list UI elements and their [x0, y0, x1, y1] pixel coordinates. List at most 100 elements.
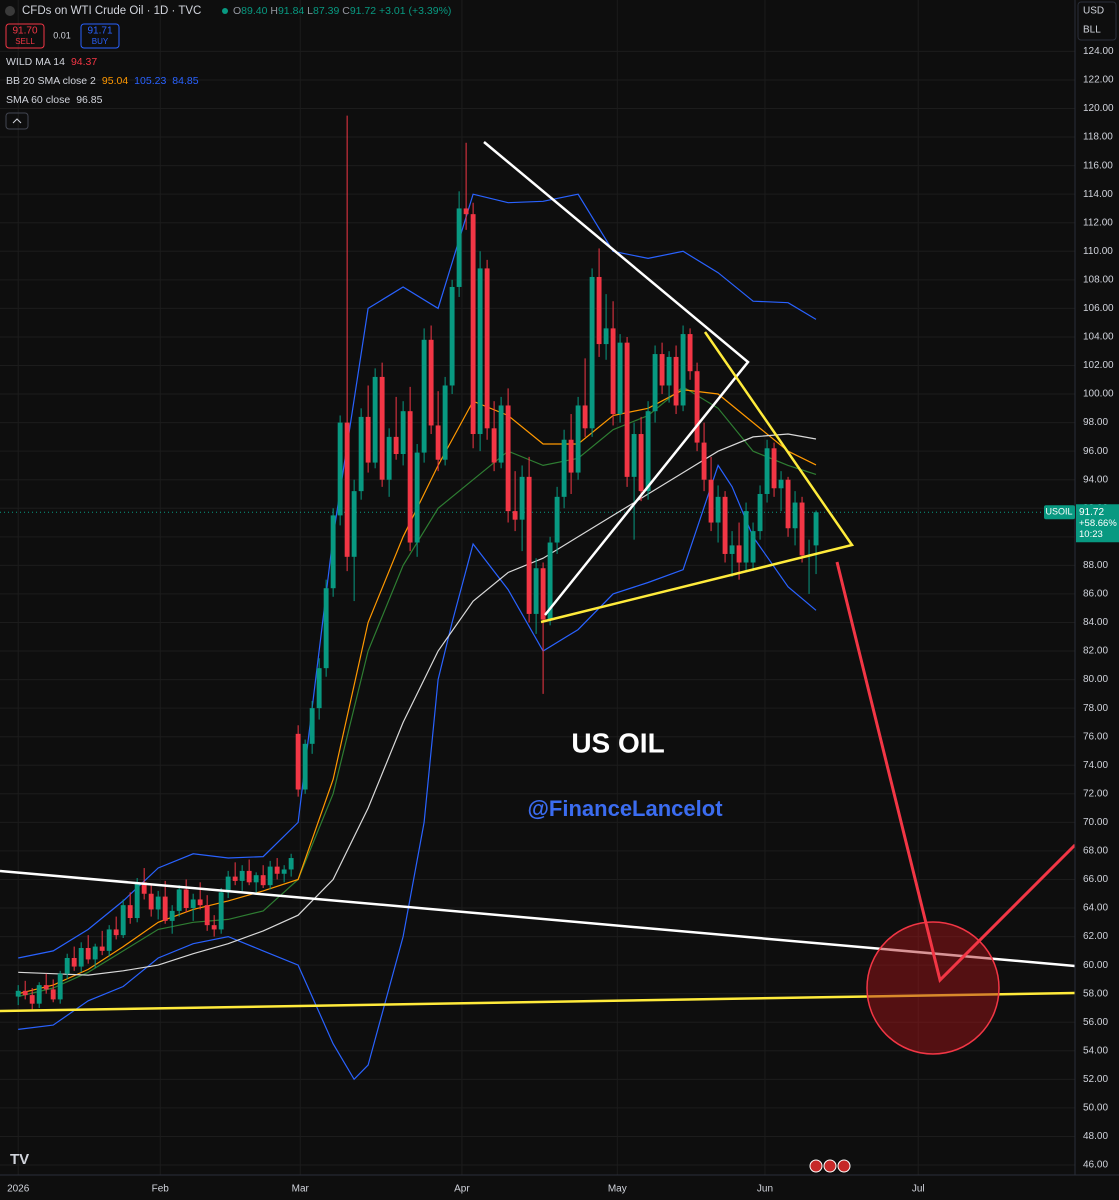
unit: BLL: [1083, 25, 1101, 36]
candle-body: [211, 925, 217, 930]
ohlc-value: 87.39: [313, 5, 339, 17]
y-tick-label: 76.00: [1083, 731, 1108, 742]
candle-body: [701, 442, 707, 480]
candle-body: [715, 496, 721, 523]
candle-body: [477, 268, 483, 435]
candle-body: [29, 995, 35, 1004]
y-tick-label: 86.00: [1083, 589, 1108, 600]
candle-body: [330, 515, 336, 589]
event-icons: [809, 1159, 851, 1173]
candle-body: [190, 899, 196, 909]
candle-body: [218, 892, 224, 930]
candle-body: [722, 496, 728, 554]
y-tick-label: 116.00: [1083, 160, 1113, 171]
indicator-line: [18, 193, 817, 959]
candle-body: [554, 496, 560, 543]
candle-body: [351, 491, 357, 557]
currency-box[interactable]: [1077, 1, 1117, 41]
event-icon[interactable]: [837, 1159, 851, 1173]
candle-body: [71, 957, 77, 967]
event-icon[interactable]: [809, 1159, 823, 1173]
candle-body: [631, 434, 637, 477]
candle-body: [680, 334, 686, 406]
candle-body: [652, 354, 658, 412]
y-tick-label: 84.00: [1083, 617, 1108, 628]
ohlc-readout: O89.40 H91.84 L87.39 C91.72 +3.01 (+3.39…: [233, 5, 451, 17]
candle-body: [778, 479, 784, 489]
indicator-line: [18, 433, 817, 976]
market-status: [222, 8, 228, 14]
legend-name: SMA 60 close: [6, 94, 70, 106]
candle-body: [694, 371, 700, 443]
candle-body: [323, 588, 329, 669]
x-tick-label: Feb: [152, 1184, 170, 1195]
y-tick-label: 124.00: [1083, 46, 1114, 57]
candle-body: [799, 502, 805, 556]
ohlc-key: H: [270, 5, 278, 17]
candle-body: [743, 511, 749, 563]
candle-body: [603, 328, 609, 345]
candle-body: [498, 405, 504, 463]
ohlc-key: L: [307, 5, 313, 17]
sell-price: 91.70: [12, 26, 37, 37]
y-tick-label: 94.00: [1083, 474, 1108, 485]
projection-arrow: [835, 561, 1077, 983]
candle-body: [225, 876, 231, 893]
y-tick-label: 48.00: [1083, 1131, 1108, 1142]
x-tick-label: 2026: [7, 1184, 30, 1195]
candle-body: [36, 985, 42, 1004]
bar-countdown: 10:23: [1079, 529, 1103, 540]
y-tick-label: 78.00: [1083, 703, 1108, 714]
y-tick-label: 68.00: [1083, 846, 1108, 857]
candle-body: [148, 893, 154, 910]
y-tick-label: 62.00: [1083, 931, 1108, 942]
buy-button[interactable]: [80, 23, 120, 49]
collapse-icon: [12, 118, 22, 124]
candle-body: [316, 668, 322, 709]
price-change: +58.66%: [1079, 518, 1117, 529]
candle-body: [736, 545, 742, 563]
symbol-logo: [5, 6, 15, 16]
candle-body: [260, 875, 266, 886]
candle-body: [372, 376, 378, 463]
candle-body: [638, 434, 644, 492]
y-tick-label: 110.00: [1083, 246, 1113, 257]
drawings: [0, 141, 1077, 1055]
candle-body: [197, 899, 203, 906]
y-tick-label: 72.00: [1083, 788, 1108, 799]
candle-body: [435, 425, 441, 460]
candle-body: [400, 411, 406, 455]
legend-value: 105.23: [134, 75, 166, 87]
triangle-line: [540, 331, 855, 624]
legend-value: 96.85: [76, 94, 102, 106]
candle-body: [365, 416, 371, 463]
y-tick-label: 58.00: [1083, 988, 1108, 999]
buy-price: 91.71: [87, 26, 112, 37]
indicator-line: [18, 464, 817, 1081]
grid: [0, 0, 1075, 1175]
candle-body: [169, 910, 175, 921]
legend-name: BB 20 SMA close 2: [6, 75, 96, 87]
x-tick-label: Mar: [292, 1184, 310, 1195]
y-tick-label: 104.00: [1083, 332, 1114, 343]
candle-body: [386, 436, 392, 480]
candle-body: [813, 512, 819, 546]
y-tick-label: 54.00: [1083, 1045, 1108, 1056]
candle-body: [547, 542, 553, 620]
y-tick-label: 70.00: [1083, 817, 1108, 828]
symbol-title[interactable]: CFDs on WTI Crude Oil · 1D · TVC: [22, 5, 201, 17]
candle-body: [204, 905, 210, 926]
legend-entry: SMA 60 close 96.85: [6, 94, 103, 106]
currency: USD: [1083, 6, 1104, 17]
y-tick-label: 56.00: [1083, 1017, 1108, 1028]
event-icon[interactable]: [823, 1159, 837, 1173]
collapse-button[interactable]: [5, 112, 29, 130]
indicator-line: [18, 389, 817, 995]
sell-button[interactable]: [5, 23, 45, 49]
candle-body: [645, 411, 651, 492]
candle-body: [127, 905, 133, 919]
x-tick-label: Apr: [454, 1184, 470, 1195]
price-tag-box: [1076, 504, 1119, 543]
candle-body: [519, 476, 525, 520]
